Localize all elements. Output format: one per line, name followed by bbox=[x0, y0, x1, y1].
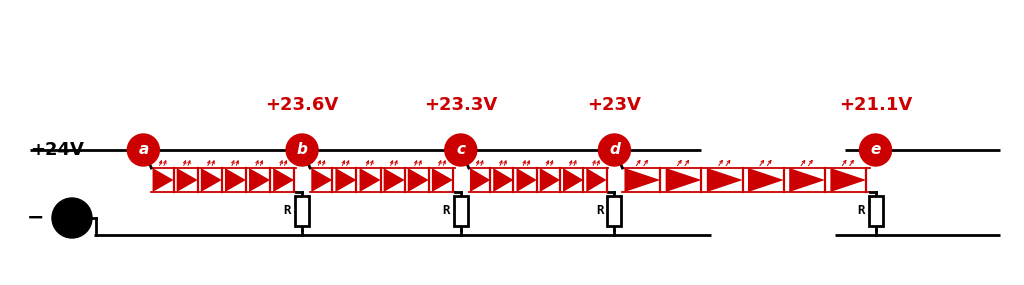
Polygon shape bbox=[563, 168, 584, 192]
Text: R: R bbox=[857, 205, 864, 217]
Polygon shape bbox=[587, 168, 606, 192]
Polygon shape bbox=[540, 168, 560, 192]
Circle shape bbox=[598, 134, 631, 166]
Polygon shape bbox=[470, 168, 490, 192]
Polygon shape bbox=[494, 168, 513, 192]
Bar bbox=[454, 196, 468, 226]
Text: R: R bbox=[284, 205, 291, 217]
Text: +21.1V: +21.1V bbox=[839, 96, 912, 114]
Polygon shape bbox=[201, 168, 222, 192]
Polygon shape bbox=[359, 168, 381, 192]
Text: c: c bbox=[457, 142, 465, 158]
Polygon shape bbox=[273, 168, 294, 192]
Text: +23.6V: +23.6V bbox=[265, 96, 339, 114]
Text: b: b bbox=[297, 142, 307, 158]
Bar bbox=[295, 196, 309, 226]
Polygon shape bbox=[336, 168, 356, 192]
Text: +23V: +23V bbox=[588, 96, 641, 114]
Polygon shape bbox=[748, 168, 783, 192]
Circle shape bbox=[52, 198, 92, 238]
Polygon shape bbox=[249, 168, 270, 192]
Polygon shape bbox=[625, 168, 660, 192]
Polygon shape bbox=[666, 168, 701, 192]
Polygon shape bbox=[707, 168, 742, 192]
Polygon shape bbox=[516, 168, 537, 192]
Bar bbox=[868, 196, 883, 226]
Polygon shape bbox=[153, 168, 173, 192]
Polygon shape bbox=[177, 168, 198, 192]
Text: +23.3V: +23.3V bbox=[424, 96, 498, 114]
Polygon shape bbox=[408, 168, 429, 192]
Text: +24V: +24V bbox=[30, 141, 84, 159]
Polygon shape bbox=[432, 168, 453, 192]
Text: d: d bbox=[609, 142, 620, 158]
Polygon shape bbox=[384, 168, 404, 192]
Bar bbox=[607, 196, 622, 226]
Polygon shape bbox=[311, 168, 332, 192]
Circle shape bbox=[286, 134, 318, 166]
Polygon shape bbox=[225, 168, 246, 192]
Polygon shape bbox=[830, 168, 866, 192]
Circle shape bbox=[127, 134, 160, 166]
Text: −: − bbox=[27, 208, 44, 228]
Text: a: a bbox=[138, 142, 148, 158]
Circle shape bbox=[444, 134, 477, 166]
Polygon shape bbox=[790, 168, 825, 192]
Text: e: e bbox=[870, 142, 881, 158]
Text: R: R bbox=[596, 205, 603, 217]
Circle shape bbox=[859, 134, 892, 166]
Text: R: R bbox=[442, 205, 450, 217]
